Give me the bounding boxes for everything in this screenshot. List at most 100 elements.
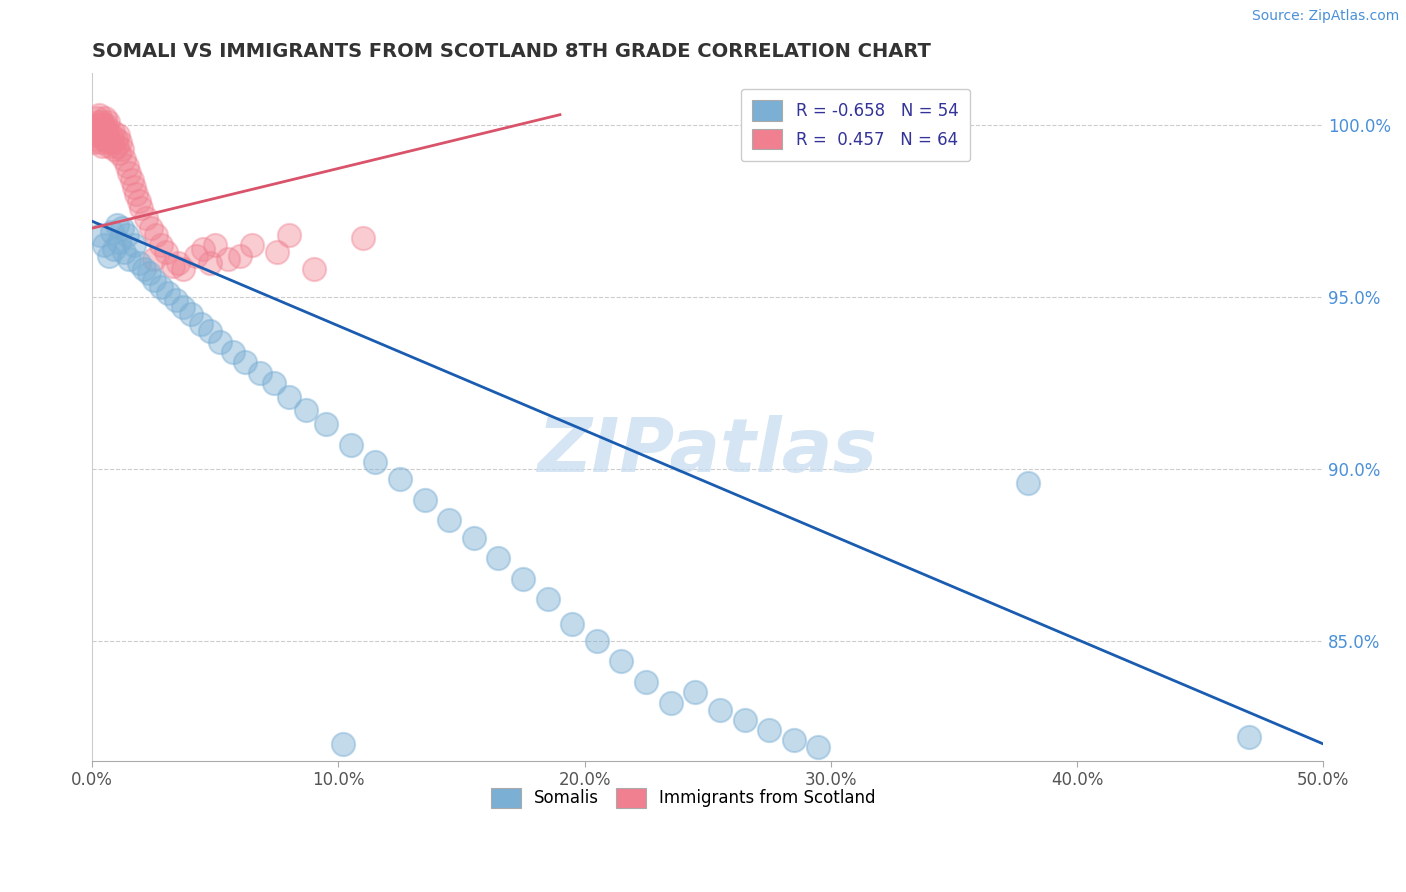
Point bbox=[96, 118, 118, 132]
Point bbox=[217, 252, 239, 266]
Point bbox=[1017, 475, 1039, 490]
Point bbox=[172, 262, 194, 277]
Point bbox=[200, 255, 222, 269]
Point bbox=[107, 128, 129, 143]
Point bbox=[89, 227, 111, 242]
Point bbox=[94, 128, 117, 143]
Point bbox=[200, 324, 222, 338]
Point bbox=[103, 142, 125, 156]
Point bbox=[84, 128, 107, 143]
Point bbox=[112, 153, 135, 167]
Point bbox=[97, 114, 120, 128]
Point bbox=[191, 242, 214, 256]
Point bbox=[783, 733, 806, 747]
Text: ZIPatlas: ZIPatlas bbox=[537, 415, 877, 488]
Point bbox=[221, 345, 243, 359]
Point bbox=[91, 138, 114, 153]
Point bbox=[115, 159, 138, 173]
Point bbox=[266, 245, 288, 260]
Point bbox=[561, 616, 583, 631]
Point bbox=[83, 125, 105, 139]
Point bbox=[96, 135, 118, 149]
Point bbox=[233, 355, 256, 369]
Point bbox=[87, 108, 110, 122]
Point bbox=[463, 531, 485, 545]
Point bbox=[709, 702, 731, 716]
Point bbox=[93, 238, 115, 252]
Point bbox=[162, 259, 184, 273]
Point bbox=[636, 675, 658, 690]
Point bbox=[94, 111, 117, 125]
Text: Source: ZipAtlas.com: Source: ZipAtlas.com bbox=[1251, 9, 1399, 23]
Point bbox=[278, 390, 301, 404]
Point bbox=[91, 125, 114, 139]
Point bbox=[339, 438, 361, 452]
Point bbox=[352, 231, 374, 245]
Point bbox=[142, 273, 165, 287]
Point bbox=[388, 472, 411, 486]
Point bbox=[86, 114, 108, 128]
Point bbox=[83, 118, 105, 132]
Point bbox=[115, 227, 138, 242]
Point bbox=[118, 252, 141, 266]
Point bbox=[155, 245, 177, 260]
Point bbox=[96, 125, 118, 139]
Point bbox=[125, 186, 148, 201]
Point bbox=[89, 118, 111, 132]
Point bbox=[122, 180, 145, 194]
Point bbox=[89, 135, 111, 149]
Point bbox=[165, 293, 187, 308]
Point bbox=[145, 227, 167, 242]
Point bbox=[263, 376, 285, 390]
Point bbox=[437, 513, 460, 527]
Point bbox=[157, 286, 180, 301]
Point bbox=[93, 121, 115, 136]
Point bbox=[734, 713, 756, 727]
Point bbox=[132, 262, 155, 277]
Point bbox=[118, 166, 141, 180]
Point bbox=[131, 201, 153, 215]
Point bbox=[87, 125, 110, 139]
Point bbox=[150, 238, 173, 252]
Point bbox=[122, 238, 145, 252]
Point bbox=[86, 111, 108, 125]
Point bbox=[167, 255, 190, 269]
Point bbox=[141, 221, 163, 235]
Point bbox=[108, 235, 131, 249]
Legend: Somalis, Immigrants from Scotland: Somalis, Immigrants from Scotland bbox=[484, 781, 882, 814]
Point bbox=[112, 245, 135, 260]
Point bbox=[610, 654, 633, 668]
Point bbox=[138, 266, 160, 280]
Point bbox=[536, 592, 558, 607]
Point bbox=[101, 135, 124, 149]
Point bbox=[98, 249, 121, 263]
Point bbox=[315, 417, 337, 431]
Point bbox=[364, 455, 387, 469]
Point bbox=[150, 279, 173, 293]
Point bbox=[110, 135, 132, 149]
Point bbox=[105, 218, 128, 232]
Point bbox=[332, 737, 354, 751]
Point bbox=[100, 128, 122, 143]
Point bbox=[758, 723, 780, 738]
Point bbox=[295, 403, 318, 417]
Text: SOMALI VS IMMIGRANTS FROM SCOTLAND 8TH GRADE CORRELATION CHART: SOMALI VS IMMIGRANTS FROM SCOTLAND 8TH G… bbox=[93, 42, 931, 61]
Point bbox=[184, 249, 207, 263]
Point bbox=[278, 227, 301, 242]
Point bbox=[180, 307, 202, 321]
Point bbox=[142, 252, 165, 266]
Point bbox=[659, 696, 682, 710]
Point bbox=[172, 300, 194, 314]
Point bbox=[413, 492, 436, 507]
Point bbox=[121, 173, 143, 187]
Point bbox=[302, 262, 325, 277]
Point bbox=[98, 138, 121, 153]
Point bbox=[240, 238, 263, 252]
Point bbox=[101, 125, 124, 139]
Point bbox=[685, 685, 707, 699]
Point bbox=[512, 572, 534, 586]
Point bbox=[84, 121, 107, 136]
Point bbox=[111, 142, 134, 156]
Point bbox=[128, 194, 150, 208]
Point bbox=[135, 211, 157, 225]
